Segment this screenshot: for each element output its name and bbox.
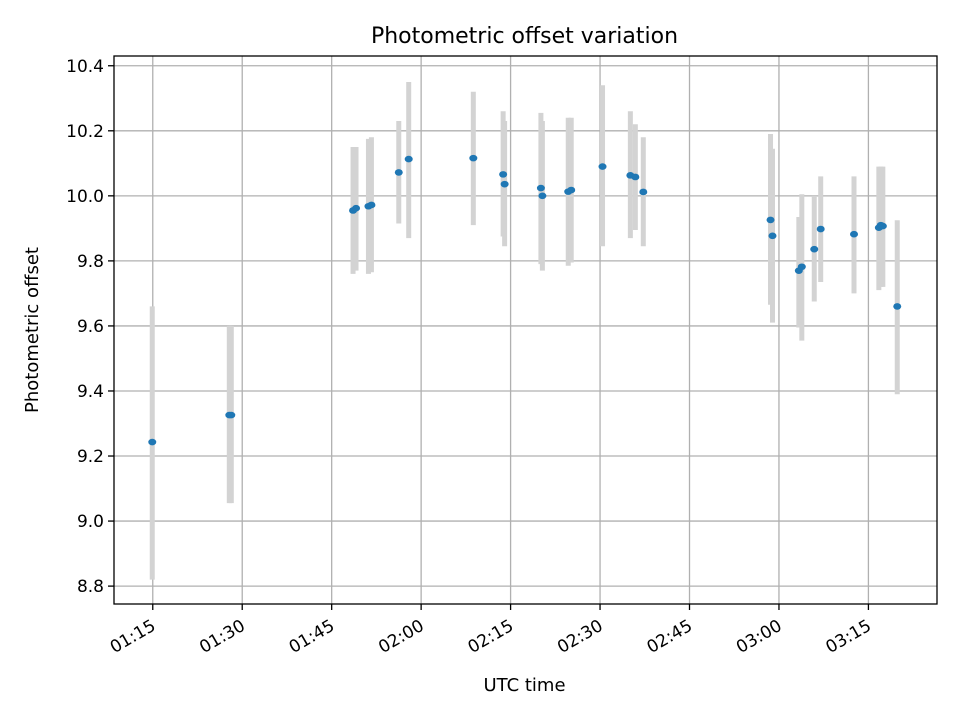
chart-title: Photometric offset variation xyxy=(371,24,678,49)
y-axis-ticks: 8.8 9.0 9.2 9.4 9.6 9.8 10.0 10.2 10.4 xyxy=(66,57,114,597)
data-point xyxy=(500,180,509,188)
data-point xyxy=(631,173,640,181)
y-tick-label: 9.8 xyxy=(77,252,104,272)
data-point xyxy=(536,184,545,192)
y-tick-label: 10.0 xyxy=(66,187,104,207)
y-tick-label: 9.0 xyxy=(77,512,104,532)
y-tick-label: 9.4 xyxy=(77,382,104,402)
data-point xyxy=(810,245,819,253)
plot-frame xyxy=(113,55,938,605)
data-point xyxy=(816,225,825,233)
data-point xyxy=(148,438,157,446)
data-point xyxy=(766,216,775,224)
y-tick-label: 9.6 xyxy=(77,317,104,337)
data-point xyxy=(538,192,547,200)
data-point xyxy=(567,186,576,194)
y-axis-label: Photometric offset xyxy=(22,247,43,413)
y-tick-label: 10.4 xyxy=(66,57,104,77)
data-point-layer xyxy=(148,154,902,446)
data-point xyxy=(499,171,508,178)
data-point xyxy=(469,154,478,162)
y-tick-label: 10.2 xyxy=(66,122,104,142)
y-tick-label: 8.8 xyxy=(77,577,104,597)
data-point xyxy=(227,411,236,419)
data-point xyxy=(797,263,806,271)
data-point xyxy=(598,163,607,170)
data-point xyxy=(878,222,887,230)
data-point xyxy=(394,169,403,176)
data-point xyxy=(352,204,361,212)
x-axis-label: UTC time xyxy=(483,675,565,696)
data-point xyxy=(850,230,859,238)
data-point xyxy=(768,232,777,240)
y-tick-label: 9.2 xyxy=(77,447,104,467)
data-point xyxy=(367,201,376,209)
data-point xyxy=(893,303,902,310)
data-point xyxy=(404,155,413,163)
data-point xyxy=(639,188,648,196)
